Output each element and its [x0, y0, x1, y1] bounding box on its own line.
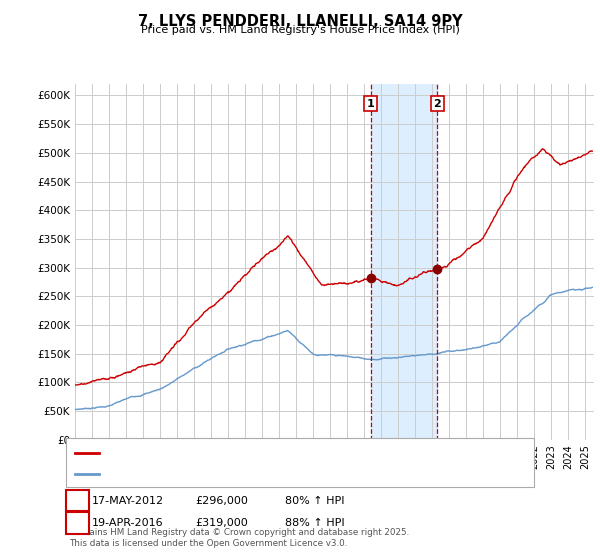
Text: 1: 1	[367, 99, 374, 109]
Text: 80% ↑ HPI: 80% ↑ HPI	[285, 496, 344, 506]
Text: HPI: Average price, detached house, Carmarthenshire: HPI: Average price, detached house, Carm…	[103, 469, 385, 479]
Text: 7, LLYS PENDDERI, LLANELLI, SA14 9PY: 7, LLYS PENDDERI, LLANELLI, SA14 9PY	[137, 14, 463, 29]
Text: 88% ↑ HPI: 88% ↑ HPI	[285, 518, 344, 528]
Text: 1: 1	[74, 496, 81, 506]
Text: 19-APR-2016: 19-APR-2016	[92, 518, 163, 528]
Text: £319,000: £319,000	[195, 518, 248, 528]
Text: £296,000: £296,000	[195, 496, 248, 506]
Text: 7, LLYS PENDDERI, LLANELLI, SA14 9PY (detached house): 7, LLYS PENDDERI, LLANELLI, SA14 9PY (de…	[103, 449, 401, 458]
Text: 17-MAY-2012: 17-MAY-2012	[92, 496, 164, 506]
Text: Price paid vs. HM Land Registry's House Price Index (HPI): Price paid vs. HM Land Registry's House …	[140, 25, 460, 35]
Bar	[371, 84, 437, 440]
Text: Contains HM Land Registry data © Crown copyright and database right 2025.
This d: Contains HM Land Registry data © Crown c…	[69, 528, 409, 548]
Text: 2: 2	[74, 518, 81, 528]
Text: 2: 2	[434, 99, 442, 109]
